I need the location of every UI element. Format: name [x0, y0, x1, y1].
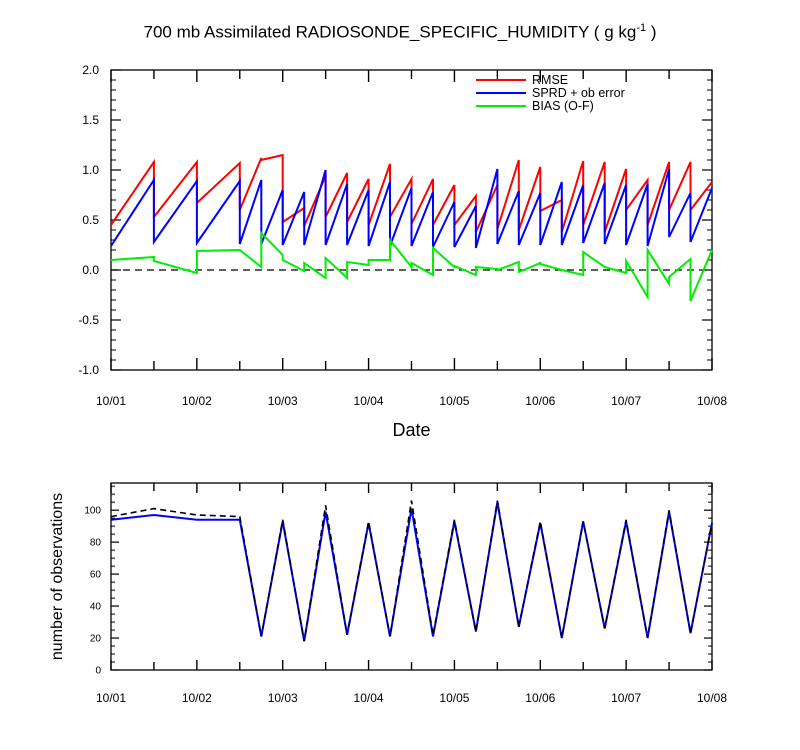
- series-line-possible-observations: [110, 500, 713, 642]
- x-tick-label: 10/08: [697, 691, 727, 705]
- x-tick-label: 10/05: [439, 691, 469, 705]
- x-axis-label: Date: [392, 420, 430, 440]
- y-tick-label: 40: [90, 602, 102, 613]
- bottom-plot: 100 80 60 40 20 0 10/01 10/02 10/03 10/04 10/05 10/…: [49, 482, 727, 705]
- y-tick-label: -0.5: [78, 313, 99, 327]
- legend-label: BIAS (O-F): [532, 99, 594, 113]
- x-tick-label: 10/04: [354, 691, 384, 705]
- y-tick-label: 1.0: [82, 163, 99, 177]
- x-tick-label: 10/02: [182, 691, 212, 705]
- y-tick-label: 0: [95, 666, 101, 677]
- legend-label: RMSE: [532, 73, 568, 87]
- x-tick-label: 10/05: [439, 394, 469, 408]
- x-tick-label: 10/07: [611, 394, 641, 408]
- x-tick-label: 10/06: [525, 394, 555, 408]
- x-tick-label: 10/01: [96, 691, 126, 705]
- top-plot: 2.0 1.5 1.0 0.5 0.0 -0.5 -1.0 10/01 10/02 10/03 10…: [78, 63, 727, 440]
- y-tick-label: 2.0: [82, 63, 99, 77]
- x-tick-label: 10/06: [525, 691, 555, 705]
- legend-label: SPRD + ob error: [532, 86, 625, 100]
- y-tick-label: 80: [90, 538, 102, 549]
- y-tick-label: 20: [90, 634, 102, 645]
- series-line-rmse: [110, 153, 713, 233]
- x-tick-label: 10/03: [268, 691, 298, 705]
- chart-title: 700 mb Assimilated RADIOSONDE_SPECIFIC_H…: [0, 22, 800, 43]
- x-tick-label: 10/02: [182, 394, 212, 408]
- y-axis-label: number of observations: [49, 493, 66, 660]
- y-tick-label: 0.5: [82, 213, 99, 227]
- x-tick-label: 10/08: [697, 394, 727, 408]
- x-tick-label: 10/07: [611, 691, 641, 705]
- y-tick-label: 0.0: [82, 263, 99, 277]
- series-line-used-observations: [110, 502, 713, 642]
- y-tick-label: 100: [84, 506, 101, 517]
- x-tick-label: 10/04: [354, 394, 384, 408]
- x-tick-label: 10/03: [268, 394, 298, 408]
- series-line-sprd-ob-error: [110, 168, 713, 249]
- chart-title-suffix: ): [646, 22, 657, 42]
- y-tick-label: 1.5: [82, 113, 99, 127]
- y-tick-label: -1.0: [78, 363, 99, 377]
- y-tick-label: 60: [90, 570, 102, 581]
- x-tick-label: 10/01: [96, 394, 126, 408]
- chart-title-main: 700 mb Assimilated RADIOSONDE_SPECIFIC_H…: [143, 22, 637, 42]
- chart-title-superscript: -1: [636, 22, 647, 34]
- series-line-bias-o-f: [110, 230, 713, 302]
